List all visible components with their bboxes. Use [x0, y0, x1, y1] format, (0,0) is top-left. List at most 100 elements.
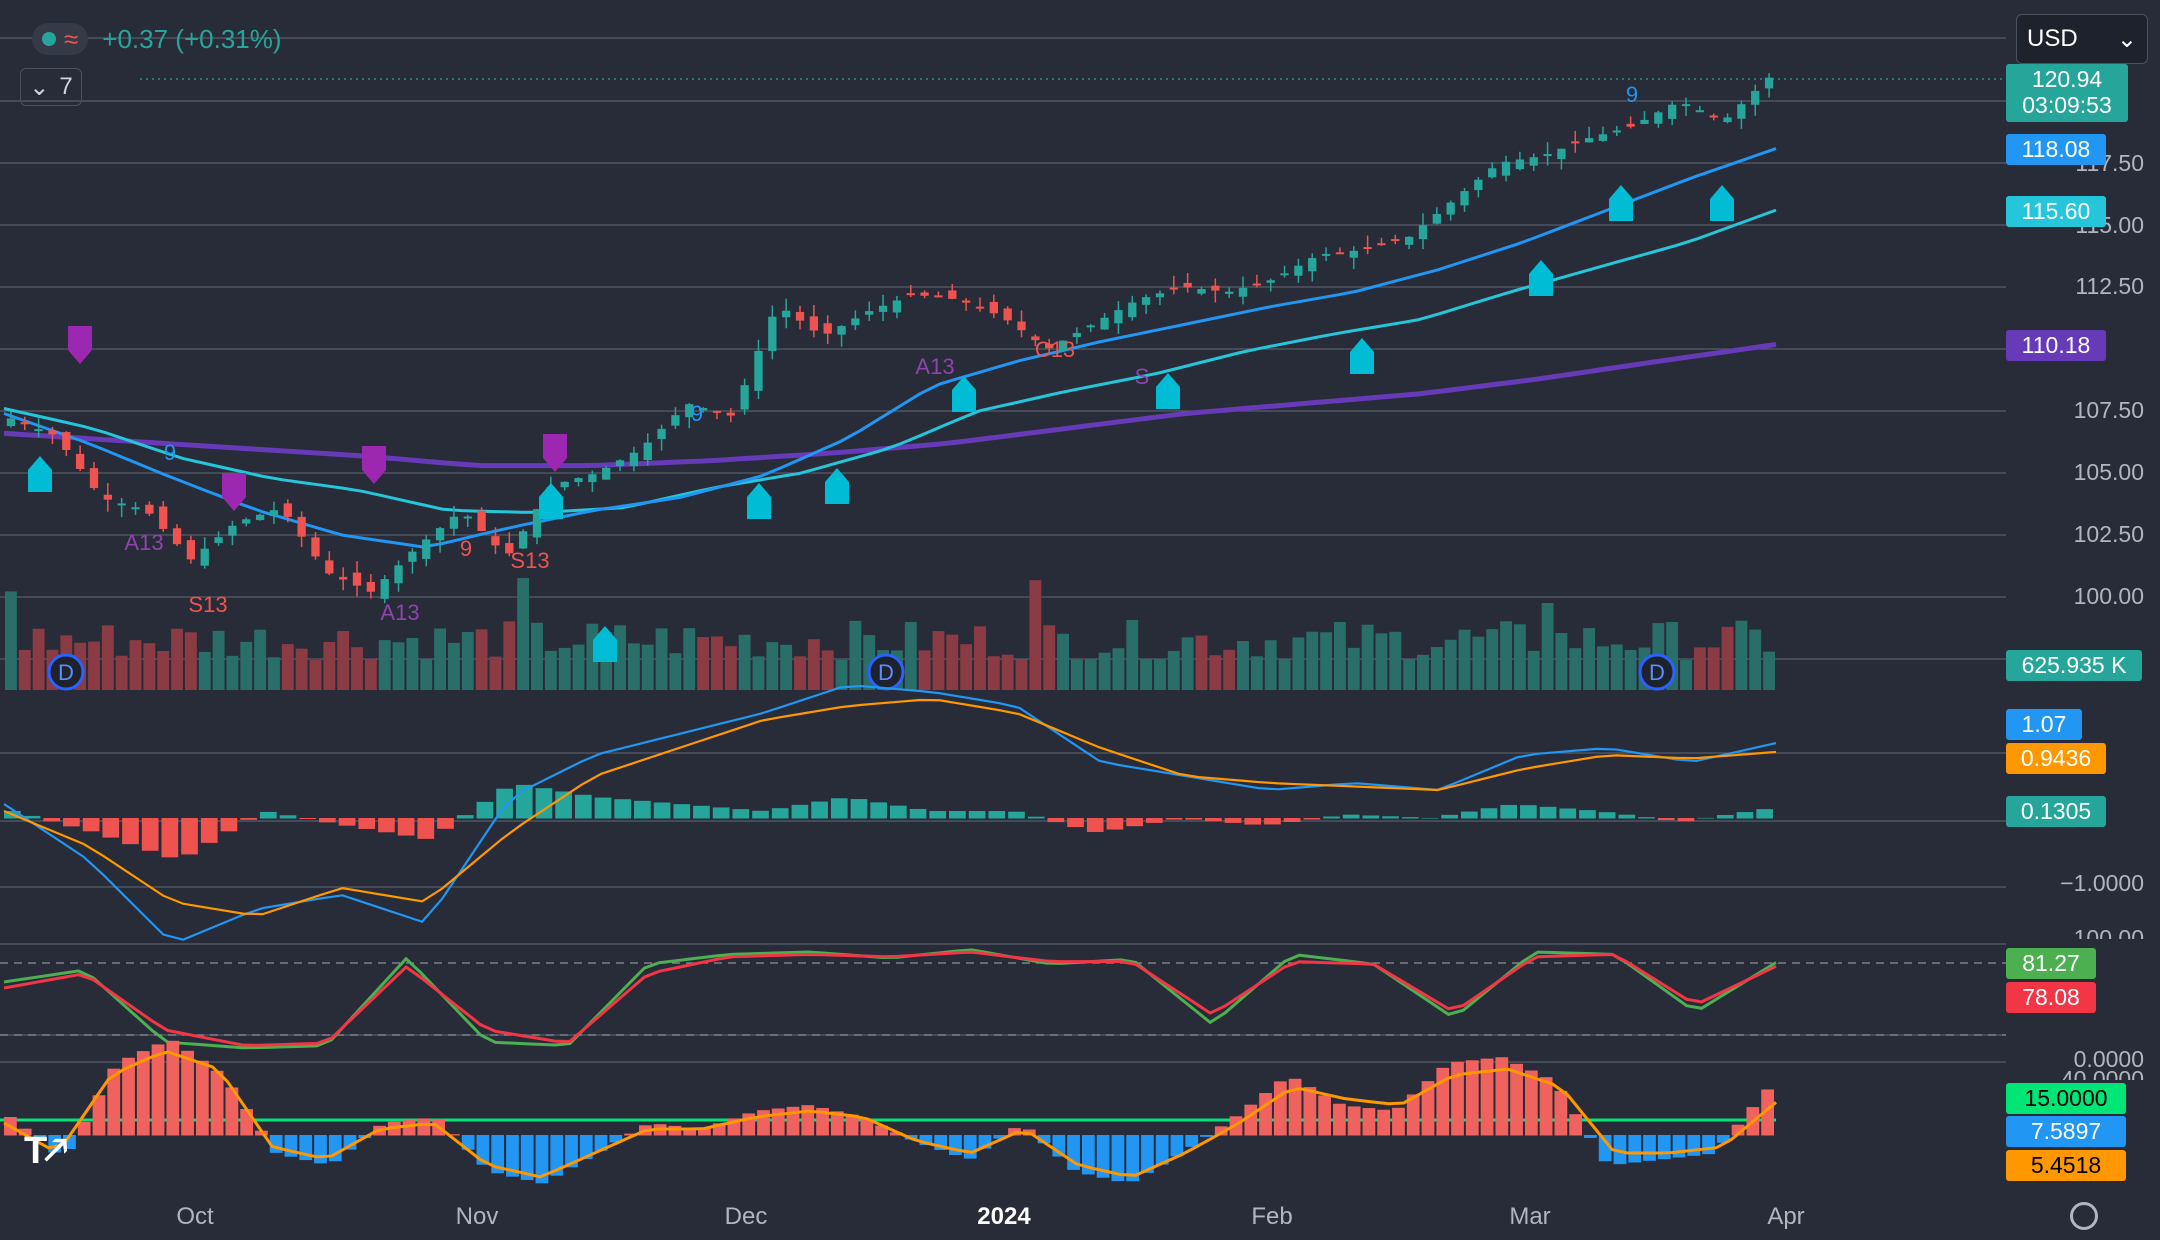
candle-body [1086, 325, 1095, 328]
candle-body [1737, 104, 1746, 119]
setup-label: C13 [1035, 337, 1075, 362]
macd-hist-bar [1539, 806, 1557, 819]
dividend-marker [1638, 653, 1676, 691]
countdown: 03:09:53 [2022, 92, 2112, 118]
candle-body [283, 503, 292, 517]
volume-bar [752, 656, 765, 690]
candle-body [851, 318, 860, 326]
currency-select[interactable]: USD ⌄ [2016, 14, 2148, 64]
candle-body [269, 510, 279, 517]
osc-hist-bar [1569, 1114, 1583, 1136]
macd-hist-bar [319, 818, 336, 823]
osc-hist-bar [1126, 1135, 1140, 1182]
volume-bar [88, 641, 100, 690]
osc-hist-bar [949, 1135, 962, 1155]
osc-hist-bar [92, 1095, 106, 1136]
volume-bar [1098, 652, 1111, 690]
nine-label: 9 [164, 440, 176, 465]
settings-gear-icon[interactable] [2070, 1202, 2098, 1230]
volume-bar [1527, 650, 1540, 690]
volume-bar [614, 625, 626, 690]
candle-body [906, 293, 915, 296]
signal-line [3, 698, 1777, 916]
volume-bar [1320, 632, 1332, 690]
volume-bar [1126, 620, 1139, 690]
collapse-indicators-button[interactable]: ⌄ 7 [20, 68, 82, 106]
volume-bar [1334, 622, 1346, 690]
osc-hist-bar [1643, 1135, 1656, 1161]
candle-body [48, 430, 57, 435]
volume-bar [171, 628, 183, 690]
volume-bar [794, 656, 806, 690]
setup-label: S13 [510, 548, 549, 573]
volume-bar [655, 628, 668, 690]
macd-hist-bar [634, 800, 651, 819]
volume-bar [1444, 639, 1457, 690]
volume-label: 625.935 K [2006, 650, 2142, 681]
macd-hist-bar [417, 818, 435, 839]
candle-body [20, 422, 29, 425]
header-bar: ≈ +0.37 (+0.31%) [32, 20, 282, 58]
candle-body [1031, 336, 1040, 341]
candle-body [394, 565, 403, 584]
volume-bar [475, 629, 488, 690]
candle-body [1128, 302, 1137, 318]
volume-bar [1361, 624, 1374, 690]
dividend-marker [47, 653, 85, 691]
candle-body [574, 478, 583, 483]
candle-body [1418, 225, 1428, 240]
volume-bar [1043, 625, 1056, 690]
sell-arrow-marker [222, 473, 246, 511]
indicator-count: 7 [59, 73, 73, 100]
macd-hist-bar [181, 818, 198, 855]
time-tick: Nov [455, 1203, 499, 1230]
candle-body [422, 539, 431, 559]
osc-hist-bar [565, 1135, 578, 1168]
macd-hist-bar [476, 801, 494, 819]
osc-hist-bar [594, 1135, 608, 1151]
volume-bar [5, 591, 17, 690]
stoch-k-value: 81.27 [2006, 948, 2096, 979]
volume-bar [1389, 631, 1402, 690]
tradingview-logo[interactable]: T🡕 [24, 1130, 68, 1172]
macd-hist-bar [1559, 808, 1577, 819]
macd-hist-bar [161, 818, 179, 858]
candle-body [892, 300, 902, 313]
volume-bar [240, 641, 253, 690]
candle-body [1058, 340, 1068, 351]
osc-hist-bar [1451, 1061, 1464, 1136]
status-pill[interactable]: ≈ [32, 23, 89, 55]
candle-body [117, 503, 126, 506]
macd-hist-bar [1244, 818, 1262, 825]
volume-bar [1278, 658, 1291, 690]
macd-hist-bar [141, 818, 159, 851]
macd-hist-bar [1756, 809, 1773, 819]
osc-hist-bar [890, 1132, 903, 1136]
volume-bar [1084, 659, 1097, 690]
candle-body [588, 474, 597, 483]
osc-hist-bar [1657, 1135, 1671, 1160]
candle-body [1294, 265, 1303, 276]
volume-bar [1015, 659, 1028, 690]
macd-hist-bar [791, 804, 809, 819]
macd-hist-bar [299, 818, 317, 820]
price-tick: 102.50 [2073, 521, 2144, 547]
ma-fast-label: 118.08 [2006, 134, 2106, 165]
osc-hist-bar [1303, 1087, 1317, 1136]
osc-hist-bar [919, 1135, 933, 1145]
volume-bar [1001, 654, 1014, 690]
candle-body [1446, 202, 1455, 215]
candle-body [1432, 213, 1441, 224]
osc-hist-bar [18, 1128, 32, 1136]
macd-hist-bar [1027, 816, 1045, 819]
volume-bar [1167, 650, 1180, 690]
osc-level-value: 15.0000 [2006, 1083, 2126, 1114]
candle-body [1654, 112, 1663, 124]
candle-body [1225, 291, 1234, 294]
volume-bar [1209, 655, 1222, 690]
volume-bar [1610, 644, 1623, 690]
osc-hist-bar [122, 1057, 135, 1136]
candle-body [768, 316, 777, 351]
volume-bar [115, 655, 128, 690]
